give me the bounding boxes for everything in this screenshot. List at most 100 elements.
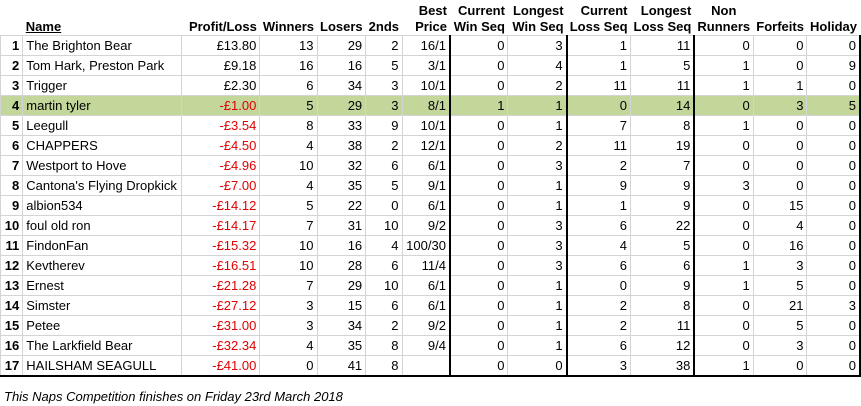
cell-long-win: 1	[507, 195, 568, 216]
cell-non: 0	[693, 215, 754, 236]
cell-seconds: 10	[365, 275, 403, 296]
cell-non: 0	[693, 95, 754, 116]
cell-winners: 5	[259, 195, 318, 216]
cell-winners: 7	[259, 275, 318, 296]
cell-pos: 11	[0, 235, 24, 256]
cell-profit: -£16.51	[181, 255, 261, 276]
cell-cur-win: 0	[448, 275, 509, 296]
cell-winners: 10	[259, 255, 318, 276]
cell-winners: 16	[259, 55, 318, 76]
cell-profit: -£4.50	[181, 135, 261, 156]
cell-name: Tom Hark, Preston Park	[22, 55, 183, 76]
header-longest-loss-seq: Longest Loss Seq	[633, 3, 692, 34]
cell-losers: 35	[316, 175, 367, 196]
cell-seconds: 6	[365, 155, 403, 176]
cell-cur-loss: 11	[565, 135, 632, 156]
cell-long-loss: 8	[630, 295, 696, 316]
cell-pos: 17	[0, 355, 24, 377]
table-row: 2 Tom Hark, Preston Park £9.18 16 16 5 3/1 0 4 1 5…	[0, 55, 861, 76]
cell-cur-loss: 9	[565, 175, 632, 196]
table-row: 15 Petee -£31.00 3 34 2 9/2 0 1 2 11 0 5 0	[0, 315, 861, 336]
cell-pos: 10	[0, 215, 24, 236]
cell-seconds: 2	[365, 315, 403, 336]
cell-long-loss: 22	[630, 215, 696, 236]
cell-name: The Brighton Bear	[22, 35, 183, 56]
cell-holiday: 0	[806, 215, 861, 236]
cell-non: 0	[693, 155, 754, 176]
cell-cur-loss: 1	[565, 35, 632, 56]
cell-long-loss: 38	[630, 355, 696, 377]
cell-losers: 29	[316, 95, 367, 116]
cell-pos: 7	[0, 155, 24, 176]
header-name: Name	[25, 19, 62, 34]
cell-best: 12/1	[401, 135, 451, 156]
cell-winners: 10	[259, 155, 318, 176]
cell-name: Cantona's Flying Dropkick	[22, 175, 183, 196]
cell-forfeits: 5	[752, 315, 808, 336]
table-row: 6 CHAPPERS -£4.50 4 38 2 12/1 0 2 11 19 0 0 0	[0, 135, 861, 156]
cell-profit: -£14.17	[181, 215, 261, 236]
cell-forfeits: 0	[752, 155, 808, 176]
cell-forfeits: 16	[752, 235, 808, 256]
cell-holiday: 0	[806, 35, 861, 56]
table-row: 16 The Larkfield Bear -£32.34 4 35 8 9/4 0 1 6 12 0…	[0, 335, 861, 356]
cell-holiday: 0	[806, 115, 861, 136]
cell-winners: 0	[259, 355, 318, 377]
cell-losers: 15	[316, 295, 367, 316]
cell-profit: -£15.32	[181, 235, 261, 256]
cell-winners: 4	[259, 135, 318, 156]
cell-holiday: 0	[806, 255, 861, 276]
cell-cur-loss: 6	[565, 335, 632, 356]
cell-profit: £9.18	[181, 55, 261, 76]
cell-cur-loss: 6	[565, 255, 632, 276]
cell-name: Leegull	[22, 115, 183, 136]
cell-name: martin tyler	[22, 95, 183, 116]
cell-losers: 35	[316, 335, 367, 356]
cell-long-win: 1	[507, 315, 568, 336]
table-row: 9 albion534 -£14.12 5 22 0 6/1 0 1 1 9 0 15 0	[0, 195, 861, 216]
cell-cur-win: 0	[448, 155, 509, 176]
cell-holiday: 0	[806, 155, 861, 176]
cell-cur-loss: 2	[565, 315, 632, 336]
cell-seconds: 5	[365, 55, 403, 76]
cell-holiday: 9	[806, 55, 861, 76]
cell-name: Trigger	[22, 75, 183, 96]
cell-cur-loss: 0	[565, 275, 632, 296]
cell-pos: 13	[0, 275, 24, 296]
cell-long-loss: 11	[630, 315, 696, 336]
cell-name: The Larkfield Bear	[22, 335, 183, 356]
table-row: 14 Simster -£27.12 3 15 6 6/1 0 1 2 8 0 21 3	[0, 295, 861, 316]
cell-cur-win: 0	[448, 55, 509, 76]
cell-winners: 5	[259, 95, 318, 116]
cell-long-loss: 8	[630, 115, 696, 136]
cell-losers: 16	[316, 235, 367, 256]
cell-holiday: 0	[806, 135, 861, 156]
cell-losers: 34	[316, 315, 367, 336]
cell-best: 6/1	[401, 155, 451, 176]
cell-losers: 29	[316, 35, 367, 56]
cell-seconds: 9	[365, 115, 403, 136]
cell-winners: 4	[259, 175, 318, 196]
cell-forfeits: 0	[752, 355, 808, 377]
cell-long-loss: 14	[630, 95, 696, 116]
cell-long-win: 0	[507, 355, 568, 377]
table-row: 8 Cantona's Flying Dropkick -£7.00 4 35 5 9/1 0…	[0, 175, 861, 196]
cell-name: foul old ron	[22, 215, 183, 236]
cell-seconds: 4	[365, 235, 403, 256]
cell-non: 0	[693, 335, 754, 356]
cell-best: 9/4	[401, 335, 451, 356]
cell-forfeits: 0	[752, 115, 808, 136]
cell-long-win: 3	[507, 215, 568, 236]
table-row: 17 HAILSHAM SEAGULL -£41.00 0 41 8 0 0 3 38 1 0 0	[0, 355, 861, 377]
cell-profit: -£4.96	[181, 155, 261, 176]
cell-best: 9/1	[401, 175, 451, 196]
header-current-loss-seq: Current Loss Seq	[569, 3, 628, 34]
cell-long-win: 2	[507, 75, 568, 96]
cell-pos: 14	[0, 295, 24, 316]
cell-profit: £2.30	[181, 75, 261, 96]
cell-pos: 9	[0, 195, 24, 216]
footer-note: This Naps Competition finishes on Friday…	[4, 389, 343, 404]
cell-pos: 3	[0, 75, 24, 96]
cell-holiday: 0	[806, 175, 861, 196]
cell-seconds: 0	[365, 195, 403, 216]
